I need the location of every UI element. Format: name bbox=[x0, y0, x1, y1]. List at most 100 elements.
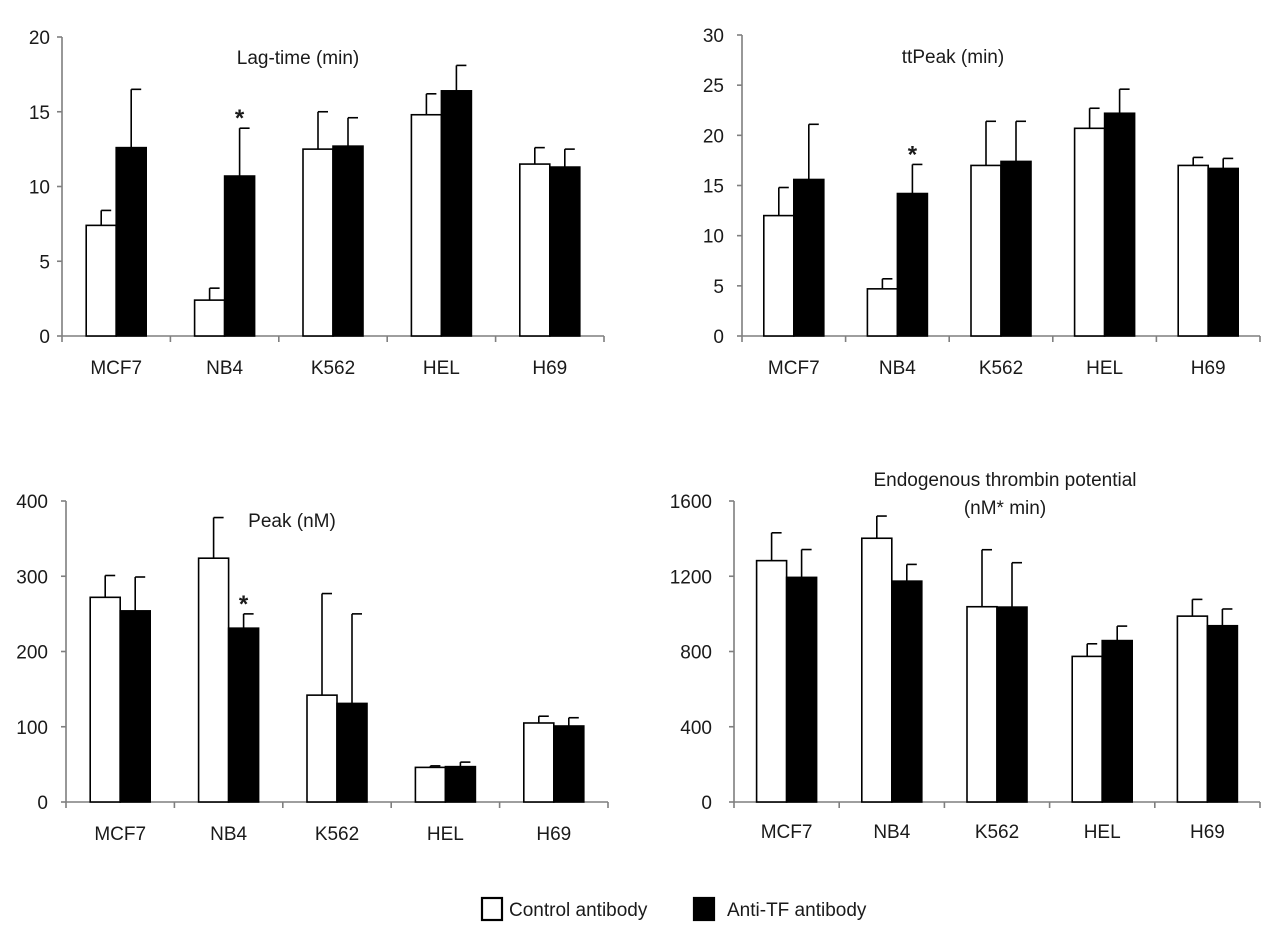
bar-anti-tf-antibody-hel bbox=[440, 90, 473, 337]
bar-control-antibody-mcf7 bbox=[755, 559, 788, 803]
bar-control-antibody-mcf7 bbox=[85, 224, 117, 337]
y-tick-label: 30 bbox=[703, 26, 724, 47]
significance-marker: * bbox=[239, 591, 249, 618]
x-tick-label-nb4: NB4 bbox=[873, 822, 910, 843]
bar-anti-tf-antibody-hel bbox=[1103, 112, 1136, 337]
bar-control-antibody-h69 bbox=[1177, 164, 1209, 337]
chart-panel-3: 0 100 200 300 400 MCF7 NB4 K562 HEL H69 * Peak (nM) bbox=[16, 492, 609, 845]
bar-anti-tf-antibody-h69 bbox=[1206, 624, 1239, 803]
bar-anti-tf-antibody-h69 bbox=[1207, 167, 1239, 337]
bar-control-antibody-nb4 bbox=[197, 557, 230, 803]
x-tick-label-hel: HEL bbox=[1084, 822, 1121, 843]
bar-control-antibody-k562 bbox=[966, 605, 998, 803]
chart-title-4-line-2: (nM* min) bbox=[964, 498, 1046, 519]
y-tick-label: 15 bbox=[703, 177, 724, 198]
x-tick-label-k562: K562 bbox=[315, 824, 359, 845]
y-tick-label: 300 bbox=[16, 567, 48, 588]
bar-control-antibody-hel bbox=[1073, 127, 1106, 337]
chart-panel-2: 0 5 10 15 20 25 30 MCF7 NB4 K562 HEL H69 * ttPeak (mi… bbox=[703, 26, 1261, 379]
bar-control-antibody-mcf7 bbox=[89, 596, 121, 803]
bar-anti-tf-antibody-h69 bbox=[552, 725, 585, 803]
y-tick-label: 1200 bbox=[670, 567, 712, 588]
bar-anti-tf-antibody-nb4 bbox=[890, 580, 923, 803]
legend-label-anti-tf: Anti-TF antibody bbox=[727, 900, 867, 921]
y-tick-label: 800 bbox=[680, 643, 712, 664]
x-tick-label-k562: K562 bbox=[975, 822, 1019, 843]
chart-title-1: Lag-time (min) bbox=[237, 48, 359, 69]
x-tick-label-mcf7: MCF7 bbox=[761, 822, 813, 843]
bar-control-antibody-hel bbox=[1071, 655, 1103, 803]
bar-anti-tf-antibody-hel bbox=[1101, 639, 1133, 803]
y-tick-label: 400 bbox=[16, 492, 48, 513]
y-tick-label: 10 bbox=[703, 227, 724, 248]
bar-control-antibody-h69 bbox=[522, 722, 555, 803]
significance-marker: * bbox=[235, 105, 245, 132]
chart-title-2: ttPeak (min) bbox=[902, 47, 1004, 68]
bar-anti-tf-antibody-nb4 bbox=[227, 627, 260, 803]
bar-anti-tf-antibody-k562 bbox=[336, 702, 368, 803]
y-tick-label: 0 bbox=[39, 327, 50, 348]
x-tick-label-nb4: NB4 bbox=[879, 358, 916, 379]
x-tick-label-mcf7: MCF7 bbox=[94, 824, 146, 845]
y-tick-label: 5 bbox=[39, 252, 50, 273]
bar-control-antibody-nb4 bbox=[860, 537, 893, 803]
x-tick-label-hel: HEL bbox=[423, 358, 460, 379]
bar-anti-tf-antibody-mcf7 bbox=[792, 178, 825, 337]
x-tick-label-h69: H69 bbox=[536, 824, 571, 845]
x-tick-label-mcf7: MCF7 bbox=[90, 358, 142, 379]
bar-control-antibody-h69 bbox=[1176, 615, 1209, 803]
bar-anti-tf-antibody-k562 bbox=[996, 606, 1028, 803]
bar-anti-tf-antibody-nb4 bbox=[223, 175, 256, 337]
bar-control-antibody-nb4 bbox=[193, 299, 226, 337]
y-tick-label: 10 bbox=[29, 178, 50, 199]
y-tick-label: 100 bbox=[16, 718, 48, 739]
y-tick-label: 20 bbox=[29, 28, 50, 49]
significance-marker: * bbox=[908, 141, 918, 168]
bar-anti-tf-antibody-k562 bbox=[1000, 160, 1032, 337]
bar-control-antibody-k562 bbox=[302, 148, 334, 337]
bar-anti-tf-antibody-mcf7 bbox=[119, 610, 151, 803]
x-tick-label-mcf7: MCF7 bbox=[768, 358, 820, 379]
x-tick-label-k562: K562 bbox=[979, 358, 1023, 379]
y-tick-label: 200 bbox=[16, 643, 48, 664]
x-tick-label-nb4: NB4 bbox=[210, 824, 247, 845]
x-tick-label-k562: K562 bbox=[311, 358, 355, 379]
y-tick-label: 1600 bbox=[670, 492, 712, 513]
x-tick-label-hel: HEL bbox=[1086, 358, 1123, 379]
x-tick-label-h69: H69 bbox=[1191, 358, 1226, 379]
chart-title-3: Peak (nM) bbox=[248, 511, 336, 532]
x-tick-label-hel: HEL bbox=[427, 824, 464, 845]
bar-control-antibody-k562 bbox=[306, 694, 338, 803]
legend-swatch-control bbox=[480, 896, 504, 922]
y-tick-label: 25 bbox=[703, 76, 724, 97]
bar-anti-tf-antibody-mcf7 bbox=[115, 146, 147, 337]
legend: Control antibody Anti-TF antibody bbox=[480, 896, 867, 922]
chart-panel-4: 0 400 800 1200 1600 MCF7 NB4 K562 HEL H69 Endogeno… bbox=[670, 470, 1261, 843]
chart-panel-1: 0 5 10 15 20 MCF7 NB4 K562 HEL H69 * Lag-time (min) bbox=[29, 28, 605, 379]
legend-swatch-anti-tf bbox=[692, 896, 716, 922]
legend-label-control: Control antibody bbox=[509, 900, 648, 921]
y-tick-label: 15 bbox=[29, 103, 50, 124]
bar-control-antibody-k562 bbox=[970, 164, 1002, 337]
bar-anti-tf-antibody-k562 bbox=[332, 145, 364, 337]
x-tick-label-h69: H69 bbox=[532, 358, 567, 379]
y-tick-label: 0 bbox=[713, 327, 724, 348]
y-tick-label: 20 bbox=[703, 126, 724, 147]
bar-anti-tf-antibody-hel bbox=[444, 765, 477, 803]
y-tick-label: 5 bbox=[713, 277, 724, 298]
y-tick-label: 400 bbox=[680, 718, 712, 739]
y-tick-label: 0 bbox=[37, 793, 48, 814]
y-tick-label: 0 bbox=[701, 793, 712, 814]
bar-anti-tf-antibody-h69 bbox=[548, 166, 581, 337]
bar-control-antibody-mcf7 bbox=[762, 214, 795, 337]
x-tick-label-nb4: NB4 bbox=[206, 358, 243, 379]
bar-anti-tf-antibody-nb4 bbox=[896, 192, 929, 337]
charts-layer: 0 5 10 15 20 MCF7 NB4 K562 HEL H69 * Lag-time (min)… bbox=[16, 26, 1261, 845]
bar-control-antibody-hel bbox=[414, 766, 447, 803]
bar-control-antibody-h69 bbox=[518, 163, 551, 337]
x-tick-label-h69: H69 bbox=[1190, 822, 1225, 843]
bar-control-antibody-hel bbox=[410, 113, 443, 337]
chart-title-4: Endogenous thrombin potential bbox=[873, 470, 1136, 491]
bar-control-antibody-nb4 bbox=[866, 288, 899, 337]
